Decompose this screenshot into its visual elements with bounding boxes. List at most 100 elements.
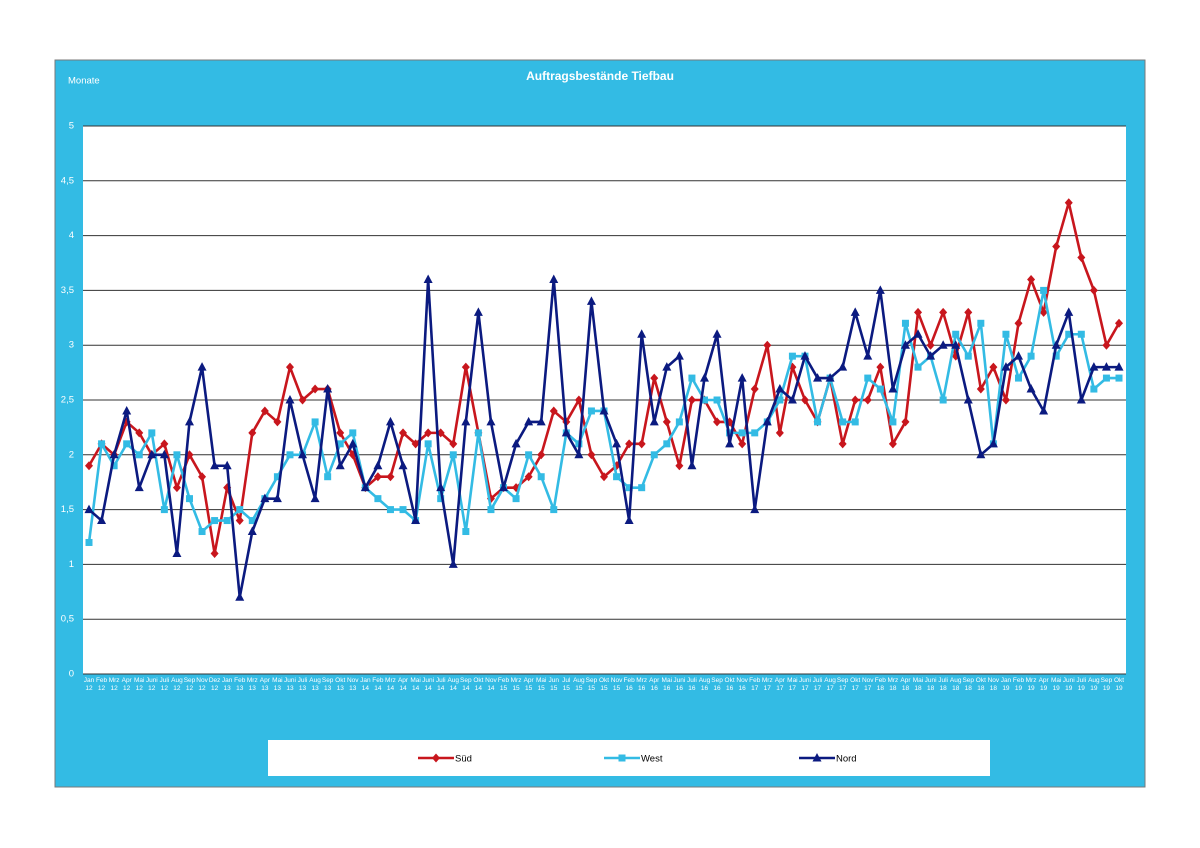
marker <box>663 440 671 448</box>
marker <box>876 385 884 393</box>
x-tick-label-box: Sep 12 <box>184 677 196 692</box>
marker <box>449 439 458 449</box>
marker <box>411 515 421 525</box>
x-tick-label-box: Nov 16 <box>736 677 748 692</box>
x-tick-label: Mrz 14 <box>385 677 396 692</box>
legend-label: Süd <box>455 754 472 765</box>
marker <box>1115 318 1123 328</box>
x-tick-label-box: Mai 17 <box>787 677 797 692</box>
marker <box>687 460 697 470</box>
marker <box>1064 307 1074 316</box>
marker <box>574 395 583 405</box>
marker <box>988 438 998 448</box>
x-tick-label-box: Nov 17 <box>862 677 874 692</box>
marker <box>775 384 785 393</box>
x-tick-label-box: Juli 17 <box>813 677 823 692</box>
x-tick-label: Nov 15 <box>610 677 623 692</box>
marker <box>511 438 521 448</box>
marker <box>423 274 433 283</box>
x-tick-label-box: Mai 16 <box>662 677 672 692</box>
marker <box>989 362 998 372</box>
x-tick-label-box: Okt 14 <box>473 677 483 692</box>
marker <box>889 418 897 426</box>
x-tick-label-box: Mrz 15 <box>510 677 522 692</box>
marker <box>800 351 810 360</box>
marker <box>135 451 143 459</box>
x-tick-label-box: Mrz 16 <box>636 677 648 692</box>
marker <box>762 416 772 426</box>
marker <box>1114 362 1124 371</box>
marker <box>172 548 182 557</box>
marker <box>750 384 759 394</box>
x-tick-label: Sep 16 <box>711 677 723 692</box>
marker <box>650 451 658 459</box>
x-tick-label: Apr 15 <box>523 677 534 692</box>
x-tick-label: Nov 12 <box>196 677 208 692</box>
marker <box>385 416 395 426</box>
marker <box>687 395 696 405</box>
x-tick-label: Mai 13 <box>272 677 283 692</box>
marker <box>888 384 898 393</box>
marker <box>110 462 118 470</box>
x-tick-label-box: Sep 17 <box>837 677 849 692</box>
marker <box>751 429 759 437</box>
marker <box>184 416 194 426</box>
x-tick-label-box: Apr 14 <box>398 677 408 692</box>
marker <box>148 429 156 437</box>
marker <box>386 472 395 482</box>
x-tick-label-box: Aug 16 <box>699 677 711 692</box>
marker <box>738 439 747 449</box>
marker <box>839 418 847 426</box>
marker <box>1076 395 1086 404</box>
marker <box>235 516 244 526</box>
x-tick-label: Juli 13 <box>297 677 308 692</box>
marker <box>763 340 772 350</box>
x-tick-label: Apr 17 <box>774 677 785 692</box>
marker <box>323 384 333 393</box>
marker <box>914 307 923 317</box>
marker <box>901 319 909 327</box>
marker <box>525 451 533 459</box>
x-tick-label-box: Juli 14 <box>436 677 446 692</box>
marker <box>373 472 382 482</box>
marker <box>398 460 408 470</box>
x-tick-label-box: Mrz 12 <box>108 677 120 692</box>
x-tick-label: Feb 19 <box>1012 677 1025 692</box>
x-tick-label: Aug 17 <box>824 677 836 692</box>
x-tick-label-box: Juni 18 <box>924 677 937 692</box>
marker <box>964 307 973 317</box>
marker <box>624 515 634 525</box>
x-tick-label-box: Aug 19 <box>1088 677 1100 692</box>
marker <box>675 418 683 426</box>
x-tick-label-box: Mrz 14 <box>385 677 396 692</box>
x-tick-label-box: Nov 14 <box>485 677 497 692</box>
x-tick-label: Juni 18 <box>924 677 937 692</box>
marker <box>360 482 370 492</box>
y-tick-label: 1 <box>69 559 74 570</box>
x-tick-label-box: Juni 12 <box>146 677 158 692</box>
x-tick-label: Apr 12 <box>121 677 132 692</box>
x-tick-label-box: Mai 19 <box>1051 677 1061 692</box>
marker <box>550 506 558 514</box>
marker <box>160 439 169 449</box>
x-tick-label-box: Mrz 13 <box>247 677 258 692</box>
x-tick-label-box: Jan 13 <box>222 677 232 692</box>
marker <box>185 495 193 503</box>
marker <box>813 373 823 382</box>
x-tick-label: Okt 19 <box>1113 677 1125 692</box>
marker <box>248 428 257 438</box>
x-tick-label: Mrz 12 <box>108 677 120 692</box>
marker <box>524 472 533 482</box>
marker <box>1027 352 1035 360</box>
x-tick-label: Juli 16 <box>687 677 697 692</box>
marker <box>1015 374 1023 382</box>
marker <box>901 417 910 427</box>
marker <box>1001 395 1010 405</box>
marker <box>1051 340 1061 349</box>
x-tick-label: Mrz 15 <box>510 677 522 692</box>
marker <box>85 538 93 546</box>
marker <box>637 439 646 449</box>
x-tick-label: Mrz 16 <box>636 677 648 692</box>
x-tick-label: Nov 14 <box>485 677 497 692</box>
marker <box>432 753 440 763</box>
